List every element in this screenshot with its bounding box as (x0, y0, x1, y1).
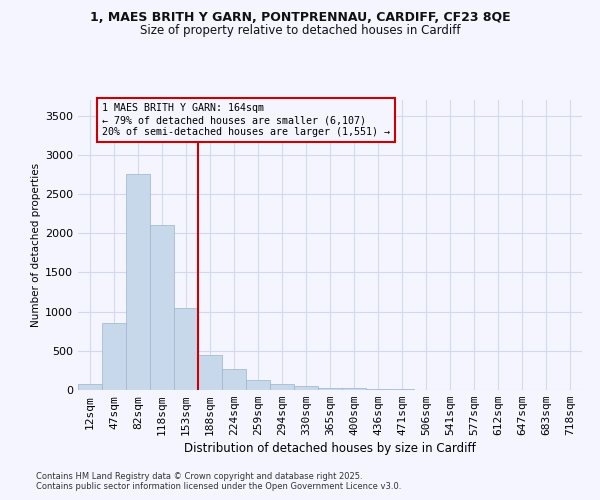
Text: Contains public sector information licensed under the Open Government Licence v3: Contains public sector information licen… (36, 482, 401, 491)
Bar (174, 308, 198, 390)
Bar (366, 389, 390, 390)
Bar (294, 386, 318, 390)
Bar (222, 369, 246, 390)
Bar (126, 174, 150, 390)
Bar (78, 384, 102, 390)
X-axis label: Distribution of detached houses by size in Cardiff: Distribution of detached houses by size … (184, 442, 476, 456)
Text: Size of property relative to detached houses in Cardiff: Size of property relative to detached ho… (140, 24, 460, 37)
Bar (390, 389, 414, 390)
Bar (150, 226, 174, 390)
Text: Contains HM Land Registry data © Crown copyright and database right 2025.: Contains HM Land Registry data © Crown c… (36, 472, 362, 481)
Text: 1, MAES BRITH Y GARN, PONTPRENNAU, CARDIFF, CF23 8QE: 1, MAES BRITH Y GARN, PONTPRENNAU, CARDI… (89, 11, 511, 24)
Y-axis label: Number of detached properties: Number of detached properties (31, 163, 41, 327)
Bar (198, 354, 222, 390)
Bar (270, 384, 294, 390)
Bar (246, 380, 270, 390)
Bar (318, 388, 342, 390)
Bar (342, 388, 366, 390)
Bar (102, 324, 126, 390)
Text: 1 MAES BRITH Y GARN: 164sqm
← 79% of detached houses are smaller (6,107)
20% of : 1 MAES BRITH Y GARN: 164sqm ← 79% of det… (102, 104, 390, 136)
